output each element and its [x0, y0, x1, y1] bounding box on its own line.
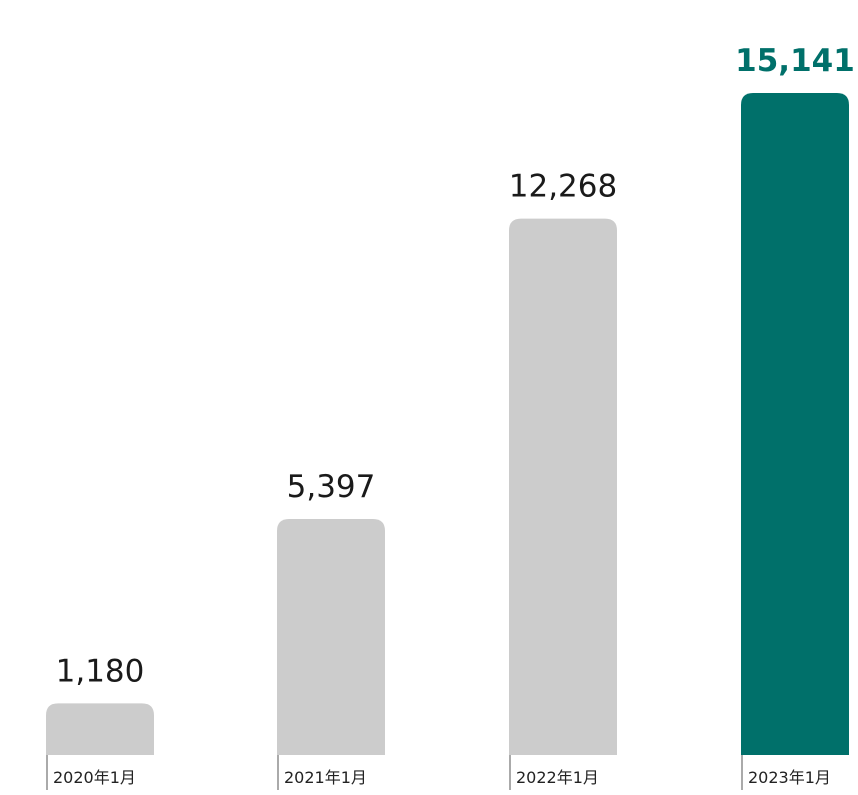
x-tick-label: 2023年1月: [748, 768, 831, 787]
value-label: 5,397: [287, 469, 376, 505]
value-label: 12,268: [509, 169, 617, 205]
value-label: 1,180: [56, 653, 145, 689]
bar: [509, 218, 617, 756]
bar: [277, 519, 385, 755]
value-label: 15,141: [735, 43, 855, 79]
x-tick-label: 2021年1月: [284, 768, 367, 787]
bar: [46, 703, 154, 755]
x-tick-label: 2020年1月: [53, 768, 136, 787]
bar: [741, 93, 849, 755]
x-tick-label: 2022年1月: [516, 768, 599, 787]
